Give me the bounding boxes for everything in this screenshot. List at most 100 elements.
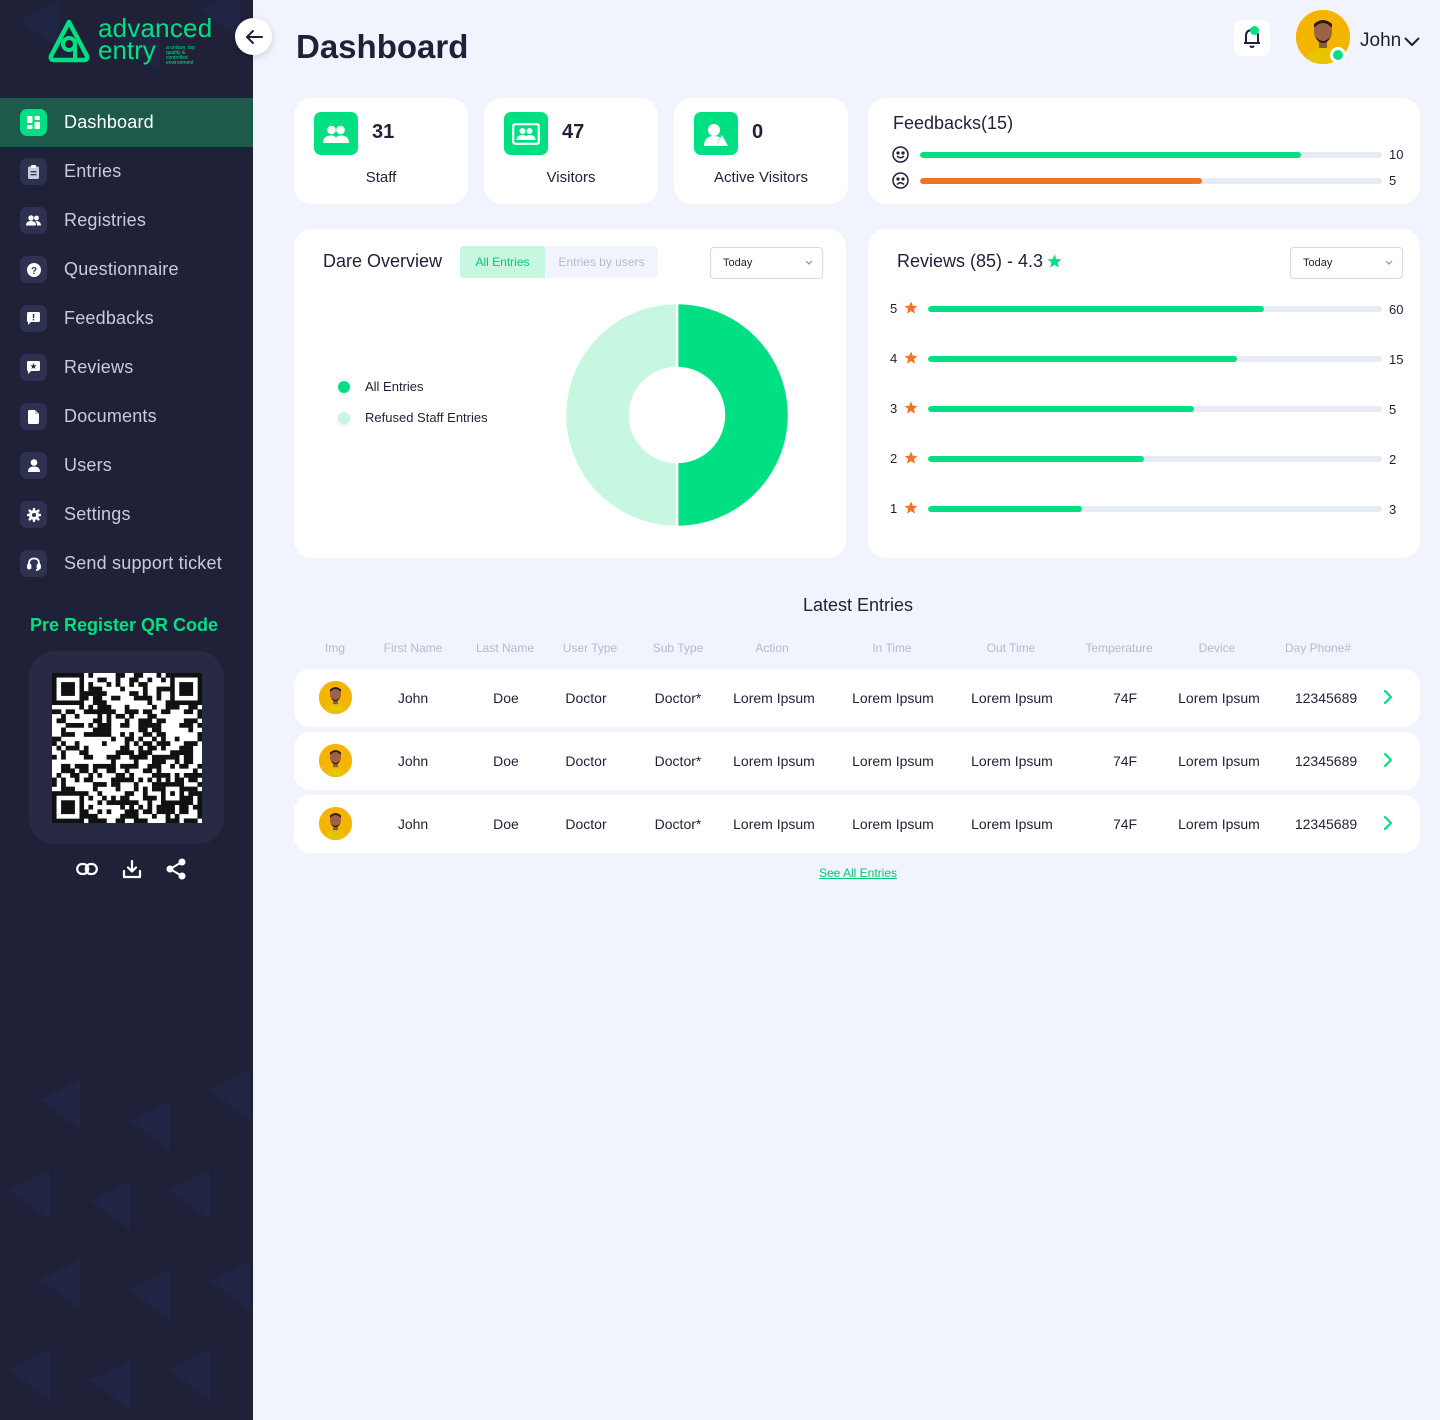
table-cell: Lorem Ipsum	[971, 690, 1053, 706]
table-cell: Doctor	[565, 753, 607, 769]
table-cell: John	[397, 753, 429, 769]
table-header-cell[interactable]: Img	[324, 641, 346, 655]
review-count: 3	[1389, 502, 1397, 517]
table-cell: Lorem Ipsum	[852, 690, 934, 706]
sidebar-item-label: Settings	[64, 504, 131, 524]
review-star-level: 3	[890, 401, 898, 416]
sidebar-item-feedbacks[interactable]: Feedbacks	[0, 294, 253, 343]
share-icon[interactable]	[166, 858, 186, 885]
review-bar-fill	[928, 456, 1144, 462]
donut-slice[interactable]	[564, 301, 679, 529]
chevron-down-icon	[805, 260, 813, 265]
table-header-cell[interactable]: Action	[755, 641, 789, 655]
review-row: 5 60	[890, 301, 1410, 317]
review-row: 4 15	[890, 351, 1410, 367]
sidebar-item-label: Entries	[64, 161, 122, 181]
stat-card-active-visitors[interactable]: 0 Active Visitors	[674, 98, 848, 204]
review-bar-track	[928, 506, 1382, 512]
legend-item[interactable]: Refused Staff Entries	[338, 402, 488, 433]
tab-all-entries[interactable]: All Entries	[460, 246, 545, 278]
user-name[interactable]: John	[1360, 30, 1402, 51]
donut-slice[interactable]	[675, 301, 790, 529]
overview-card: Dare Overview All Entries Entries by use…	[294, 229, 846, 558]
chart-legend: All Entries Refused Staff Entries	[338, 371, 488, 433]
feedback-row-negative: 5	[892, 172, 1402, 189]
table-cell: 12345689	[1294, 690, 1358, 706]
feedback-bar-fill	[920, 152, 1302, 158]
sidebar-item-dashboard[interactable]: Dashboard	[0, 98, 253, 147]
reviews-period-select[interactable]: Today	[1290, 247, 1403, 279]
table-header-cell[interactable]: First Name	[383, 641, 443, 655]
table-header-cell[interactable]: Last Name	[475, 641, 535, 655]
overview-period-select[interactable]: Today	[710, 247, 823, 279]
sidebar-item-label: Reviews	[64, 357, 134, 377]
chevron-right-icon[interactable]	[1383, 752, 1393, 768]
download-icon[interactable]	[122, 859, 142, 884]
sidebar-item-entries[interactable]: Entries	[0, 147, 253, 196]
entries-donut-chart	[564, 301, 790, 529]
tab-entries-by-users[interactable]: Entries by users	[558, 255, 645, 269]
review-bar-fill	[928, 506, 1083, 512]
legend-label: Refused Staff Entries	[365, 410, 488, 425]
review-bar-track	[928, 456, 1382, 462]
clipboard-icon	[20, 158, 47, 185]
headset-icon	[20, 550, 47, 577]
review-bar-track	[928, 306, 1382, 312]
table-cell: Lorem Ipsum	[1178, 753, 1260, 769]
table-cell: Doctor	[565, 690, 607, 706]
sidebar-item-settings[interactable]: Settings	[0, 490, 253, 539]
table-header-cell[interactable]: Out Time	[986, 641, 1036, 655]
table-cell: Lorem Ipsum	[852, 816, 934, 832]
stat-value: 31	[372, 121, 395, 143]
reviews-title: Reviews (85) - 4.3	[897, 251, 1062, 272]
chevron-right-icon[interactable]	[1383, 815, 1393, 831]
stat-card-visitors[interactable]: 47 Visitors	[484, 98, 658, 204]
latest-entries-title: Latest Entries	[802, 595, 914, 615]
sidebar-item-label: Feedbacks	[64, 308, 154, 328]
sidebar-item-questionnaire[interactable]: ? Questionnaire	[0, 245, 253, 294]
sidebar-item-support[interactable]: Send support ticket	[0, 539, 253, 588]
table-header-cell[interactable]: Day Phone#	[1284, 641, 1352, 655]
review-count: 60	[1389, 302, 1404, 317]
table-header-cell[interactable]: In Time	[872, 641, 912, 655]
table-cell: 74F	[1112, 753, 1138, 769]
frown-icon	[892, 172, 909, 189]
review-star-level: 4	[890, 351, 898, 366]
table-row[interactable]: John Doe Doctor Doctor* Lorem Ipsum Lorem Ips…	[294, 795, 1420, 853]
star-icon	[904, 301, 918, 314]
table-cell: 12345689	[1294, 753, 1358, 769]
table-cell: Doctor*	[654, 753, 702, 769]
notifications-button[interactable]	[1234, 20, 1270, 56]
sidebar-item-documents[interactable]: Documents	[0, 392, 253, 441]
table-cell: 74F	[1112, 816, 1138, 832]
see-all-entries-link[interactable]: See All Entries	[818, 866, 898, 880]
chevron-down-icon[interactable]	[1404, 37, 1420, 47]
sidebar-item-reviews[interactable]: Reviews	[0, 343, 253, 392]
brand-logo[interactable]: advanced entry a unique, top quality & c…	[48, 15, 218, 69]
table-header-cell[interactable]: Temperature	[1085, 641, 1153, 655]
table-header-cell[interactable]: User Type	[562, 641, 618, 655]
table-row[interactable]: John Doe Doctor Doctor* Lorem Ipsum Lorem Ips…	[294, 669, 1420, 727]
link-icon[interactable]	[76, 862, 98, 881]
stat-card-staff[interactable]: 31 Staff	[294, 98, 468, 204]
chevron-right-icon[interactable]	[1383, 689, 1393, 705]
review-bar-track	[928, 406, 1382, 412]
chat-star-icon	[20, 354, 47, 381]
review-star-level: 5	[890, 301, 898, 316]
legend-item[interactable]: All Entries	[338, 371, 488, 402]
collapse-sidebar-button[interactable]	[235, 18, 272, 55]
page-title: Dashboard	[296, 28, 469, 65]
table-header-cell[interactable]: Sub Type	[652, 641, 704, 655]
notification-dot	[1250, 26, 1259, 35]
sidebar-item-registries[interactable]: Registries	[0, 196, 253, 245]
table-cell: Doctor*	[654, 816, 702, 832]
user-avatar[interactable]	[1296, 10, 1350, 64]
table-cell: Lorem Ipsum	[971, 816, 1053, 832]
table-header-cell[interactable]: Device	[1198, 641, 1236, 655]
star-icon	[904, 501, 918, 514]
question-icon: ?	[20, 256, 47, 283]
select-value: Today	[723, 257, 753, 269]
table-row[interactable]: John Doe Doctor Doctor* Lorem Ipsum Lorem Ips…	[294, 732, 1420, 790]
sidebar-item-users[interactable]: Users	[0, 441, 253, 490]
qr-code-image[interactable]	[51, 672, 202, 823]
